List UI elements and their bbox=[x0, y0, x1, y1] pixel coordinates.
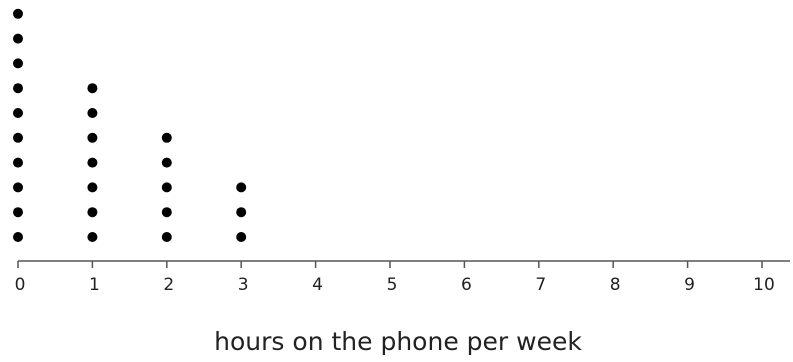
x-tick-label-6: 6 bbox=[461, 275, 472, 295]
dot-x0-10 bbox=[13, 8, 23, 19]
dot-x3-3 bbox=[236, 182, 247, 193]
dot-x2-3 bbox=[161, 182, 172, 193]
x-tick-label-7: 7 bbox=[535, 275, 546, 295]
x-tick-label-5: 5 bbox=[387, 275, 398, 295]
x-tick-label-0: 0 bbox=[15, 275, 26, 295]
dot-x1-1 bbox=[87, 232, 98, 242]
dot-x1-4 bbox=[87, 157, 98, 168]
x-tick-label-8: 8 bbox=[610, 275, 621, 295]
dot-x2-1 bbox=[161, 232, 172, 242]
dot-x1-6 bbox=[87, 108, 98, 118]
x-tick-label-9: 9 bbox=[684, 275, 695, 295]
dot-x0-3 bbox=[13, 182, 23, 193]
dot-x0-6 bbox=[13, 108, 23, 118]
dot-x1-2 bbox=[87, 207, 98, 218]
dot-x1-3 bbox=[87, 182, 98, 193]
dot-x2-4 bbox=[161, 157, 172, 168]
x-tick-label-3: 3 bbox=[238, 275, 249, 295]
dot-x3-2 bbox=[236, 207, 247, 218]
dot-x0-5 bbox=[13, 132, 23, 143]
dot-x1-5 bbox=[87, 132, 98, 143]
x-tick-label-1: 1 bbox=[89, 275, 100, 295]
dot-x2-5 bbox=[161, 132, 172, 143]
dot-x2-2 bbox=[161, 207, 172, 218]
x-axis-tick-labels: 0 1 2 3 4 5 6 7 8 9 10 bbox=[15, 275, 775, 295]
x-tick-label-10: 10 bbox=[753, 275, 775, 295]
x-axis-ticks bbox=[17, 261, 763, 268]
x-axis-title: hours on the phone per week bbox=[214, 327, 582, 356]
dot-x0-7 bbox=[13, 83, 23, 94]
dot-x3-1 bbox=[236, 232, 247, 242]
dot-x0-4 bbox=[13, 157, 23, 168]
dot-x0-8 bbox=[13, 58, 23, 69]
x-tick-label-2: 2 bbox=[163, 275, 174, 295]
dots-layer bbox=[13, 8, 247, 242]
x-tick-label-4: 4 bbox=[312, 275, 323, 295]
dot-x0-1 bbox=[13, 232, 23, 242]
dot-x0-9 bbox=[13, 33, 23, 44]
dot-x1-7 bbox=[87, 83, 98, 94]
dot-x0-2 bbox=[13, 207, 23, 218]
